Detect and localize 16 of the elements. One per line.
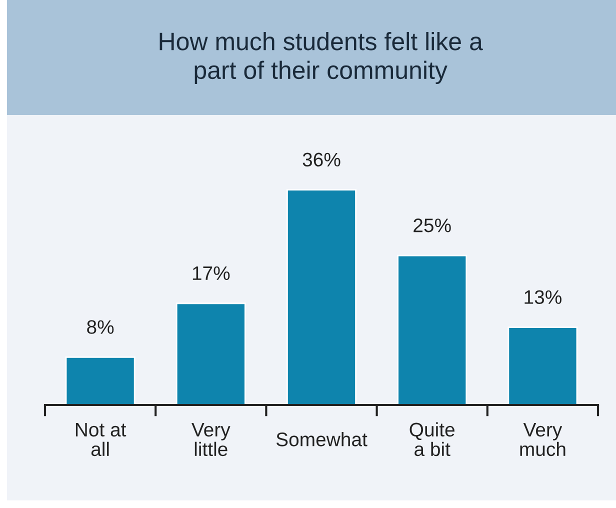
chart-title: How much students felt like a part of their community — [160, 32, 483, 84]
bar — [397, 254, 468, 405]
data-label: 17% — [192, 266, 230, 280]
bar — [286, 189, 356, 405]
data-label: 36% — [302, 152, 340, 167]
x-tick-label: Very little — [192, 422, 230, 456]
x-tick-label: Quite a bit — [410, 422, 454, 456]
x-tick-label: Very much — [520, 422, 566, 456]
bar — [65, 356, 136, 405]
bar — [176, 302, 246, 405]
data-label: 13% — [524, 290, 562, 304]
x-tick-label: Not at all — [76, 422, 126, 456]
data-label: 25% — [414, 218, 451, 232]
data-label: 8% — [87, 320, 114, 334]
x-tick-label: Somewhat — [276, 432, 368, 446]
bar — [508, 326, 578, 405]
